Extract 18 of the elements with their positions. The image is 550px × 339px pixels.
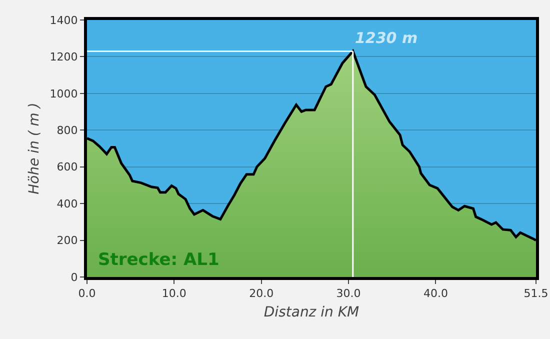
y-tick-label: 400: [56, 197, 78, 210]
x-tick-label: 20.0: [249, 287, 274, 300]
x-tick-label: 0.0: [78, 287, 96, 300]
x-tick-label: 51.5: [524, 287, 548, 300]
y-axis-title: Höhe in ( m ): [26, 102, 42, 194]
y-tick-label: 200: [56, 234, 78, 248]
x-tick-label: 40.0: [423, 287, 448, 300]
y-tick-label: 600: [56, 160, 78, 174]
annotation: Strecke: AL1: [98, 250, 220, 270]
y-tick-label: 1400: [50, 14, 78, 27]
y-tick-label: 0: [70, 270, 78, 284]
x-axis-title: Distanz in KM: [264, 304, 360, 320]
y-tick-label: 1200: [50, 50, 78, 64]
y-tick-label: 1000: [50, 87, 78, 100]
x-tick-label: 30.0: [336, 287, 361, 300]
x-tick-label: 10.0: [162, 287, 186, 300]
y-tick-label: 800: [56, 124, 78, 137]
annotation: 1230 m: [355, 29, 418, 47]
